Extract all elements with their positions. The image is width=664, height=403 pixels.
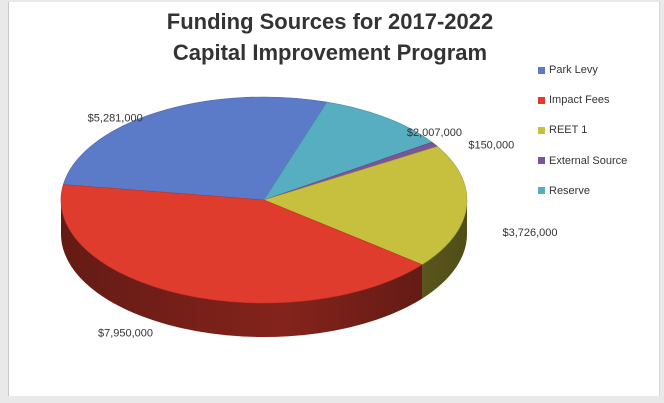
chart-subtitle: Capital Improvement Program	[172, 40, 488, 65]
legend: Park Levy Impact Fees REET 1 External Sourc…	[538, 63, 627, 214]
data-label-reserve: $2,007,000	[407, 127, 462, 139]
legend-label: Reserve	[549, 184, 590, 197]
legend-item-reserve: Reserve	[538, 184, 627, 198]
pie-side-shading	[61, 200, 467, 337]
pie-side-group	[61, 200, 467, 337]
legend-label: Park Levy	[549, 64, 598, 76]
legend-swatch	[538, 187, 545, 195]
pie-slice-reserve	[263, 101, 433, 201]
pie-slice-park-levy	[62, 96, 328, 201]
legend-item-reet-1: REET 1	[538, 123, 627, 137]
legend-swatch	[538, 157, 545, 165]
data-label-external-source: $150,000	[468, 139, 514, 151]
pie-slice-group	[60, 96, 468, 304]
legend-swatch	[538, 126, 545, 134]
data-label-impact-fees: $7,950,000	[98, 327, 153, 339]
legend-item-park-levy: Park Levy	[538, 63, 627, 77]
legend-item-impact-fees: Impact Fees	[538, 93, 627, 107]
legend-label: REET 1	[549, 124, 588, 137]
data-label-reet-1: $3,726,000	[502, 227, 557, 239]
legend-item-external-source: External Source	[538, 154, 627, 168]
legend-swatch	[538, 66, 545, 74]
pie-slice-reet-1	[263, 146, 468, 265]
legend-label: Impact Fees	[549, 94, 610, 107]
pie-slice-impact-fees	[60, 184, 423, 304]
legend-label: External Source	[549, 154, 628, 167]
data-label-group: $5,281,000 $2,007,000 $150,000 $3,726,000 $7…	[88, 113, 558, 340]
chart-title: Funding Sources for 2017-2022	[166, 9, 494, 34]
chart-title-block: Funding Sources for 2017-2022 Capital Im…	[120, 6, 540, 68]
data-label-park-levy: $5,281,000	[88, 113, 143, 125]
legend-swatch	[538, 96, 545, 104]
